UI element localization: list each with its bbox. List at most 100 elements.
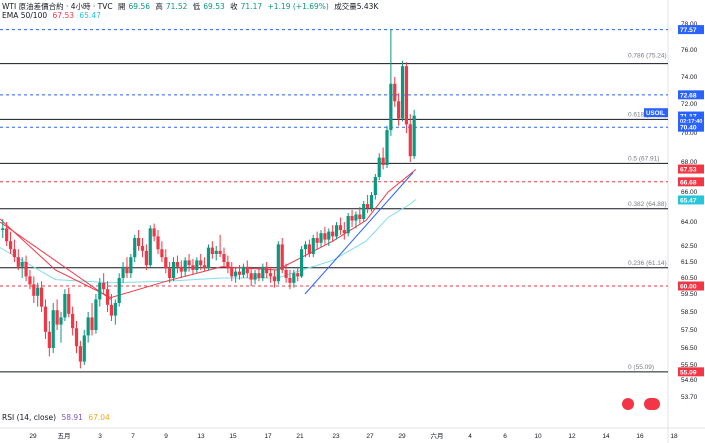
candle-body <box>327 231 331 240</box>
candle-body <box>284 270 288 278</box>
close-label: 收 <box>230 2 238 11</box>
candle-body <box>210 247 214 254</box>
y-tick-label: 61.50 <box>681 259 698 266</box>
y-tick-label: 68.00 <box>681 159 698 166</box>
candle-body <box>113 303 117 316</box>
candle-body <box>369 195 374 209</box>
y-tick-label: 53.70 <box>681 394 698 401</box>
candle-body <box>47 331 51 348</box>
candle-body <box>36 287 40 296</box>
candle-body <box>265 266 269 274</box>
x-tick-label: 18 <box>670 433 678 440</box>
candle-body <box>179 266 183 272</box>
price-label-bg <box>678 122 704 132</box>
candle-body <box>214 250 218 254</box>
candle-body <box>117 278 121 303</box>
close-value: 71.17 <box>240 2 263 11</box>
fib-label: 0.382 (64.88) <box>628 201 667 208</box>
candle-body <box>171 262 176 278</box>
candle-body <box>55 310 59 325</box>
candle-body <box>5 228 9 242</box>
candle-body <box>195 260 199 270</box>
price-label: 55.09 <box>680 369 697 376</box>
candle-body <box>63 294 67 318</box>
y-tick-label: 59.50 <box>681 291 698 298</box>
price-label: 67.53 <box>680 167 697 174</box>
y-tick-label: 57.50 <box>681 327 698 334</box>
event-icon[interactable] <box>622 398 634 410</box>
candle-body <box>307 244 311 254</box>
candle-body <box>16 257 20 267</box>
candle-body <box>373 177 377 195</box>
candle-body <box>354 214 358 221</box>
candle-body <box>168 268 172 278</box>
x-tick-label: 五月 <box>58 432 71 440</box>
candle-body <box>121 266 125 278</box>
high-label: 高 <box>155 2 163 11</box>
candle-body <box>109 304 114 316</box>
candle-body <box>32 284 36 296</box>
x-tick-label: 16 <box>636 433 644 440</box>
fib-label: 0.786 (75.24) <box>628 52 667 59</box>
trendline <box>304 172 414 295</box>
candle-body <box>222 254 226 262</box>
candle-body <box>288 278 292 283</box>
y-tick-label: 62.50 <box>681 243 698 250</box>
low-label: 低 <box>192 2 201 11</box>
candle-body <box>144 250 148 266</box>
high-value: 71.52 <box>165 2 188 11</box>
price-label: 65.47 <box>680 197 697 204</box>
x-tick-label: 14 <box>602 433 610 440</box>
candle-body <box>346 216 350 234</box>
x-tick-label: 21 <box>296 433 304 440</box>
price-label-bg <box>678 367 704 377</box>
price-label-bg <box>678 90 704 100</box>
candle-body <box>249 273 253 280</box>
candle-body <box>296 273 300 277</box>
fib-label: 0 (55.09) <box>628 364 654 371</box>
y-tick-label: 76.00 <box>681 47 698 54</box>
candle-body <box>24 262 28 277</box>
x-tick-label: 23 <box>332 433 340 440</box>
candle-body <box>303 244 308 250</box>
candle-body <box>187 260 191 266</box>
x-tick-label: 13 <box>197 433 205 440</box>
rsi-legend[interactable]: RSI (14, close) 58.91 67.04 <box>2 413 113 422</box>
price-label: 60.00 <box>680 284 697 291</box>
fib-label: 0.236 (61.14) <box>628 260 667 267</box>
y-tick-label: 72.00 <box>681 101 698 108</box>
price-label-bg <box>678 111 704 121</box>
symbol-title[interactable]: WTI 原油差價合約 · 4小時 · TVC <box>2 2 113 11</box>
open-value: 69.56 <box>128 2 150 11</box>
candle-body <box>12 249 17 258</box>
candle-body <box>28 276 32 285</box>
candle-body <box>59 317 63 325</box>
x-tick-label: 29 <box>398 433 406 440</box>
candle-body <box>381 157 385 165</box>
candle-body <box>350 216 354 221</box>
candle-body <box>175 262 180 267</box>
candle-body <box>206 247 211 269</box>
price-label-bg <box>678 177 704 187</box>
symbol-tag: USOIL <box>646 110 665 117</box>
candle-body <box>377 157 381 177</box>
x-tick-label: 12 <box>568 433 576 440</box>
ema100-value: 65.47 <box>79 11 101 20</box>
candle-body <box>237 271 242 275</box>
candle-body <box>334 225 339 237</box>
candle-body <box>257 273 261 278</box>
x-tick-label: 6 <box>503 433 507 440</box>
candle-body <box>71 313 75 329</box>
x-tick-label: 17 <box>264 433 272 440</box>
candle-body <box>300 249 304 277</box>
candle-body <box>412 115 416 157</box>
ema-legend[interactable]: EMA 50/100 67.53 65.47 <box>2 11 104 20</box>
candle-body <box>234 271 238 277</box>
candle-body <box>362 204 366 219</box>
candle-body <box>311 238 315 254</box>
price-label: 70.40 <box>680 125 697 132</box>
earnings-icon[interactable] <box>644 398 660 410</box>
candle-body <box>241 266 245 275</box>
candle-body <box>342 230 346 234</box>
